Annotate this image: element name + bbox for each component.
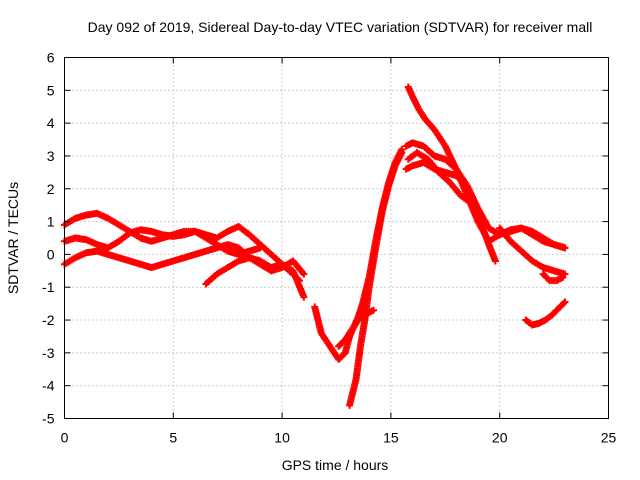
x-tick-label: 5 <box>169 430 177 446</box>
x-tick-label: 0 <box>61 430 69 446</box>
x-tick-label: 15 <box>383 430 399 446</box>
x-tick-label: 20 <box>492 430 508 446</box>
y-tick-label: -4 <box>42 378 55 394</box>
plot-frame <box>64 57 609 419</box>
data-point-fill <box>544 275 552 283</box>
data-point <box>300 270 308 278</box>
data-point <box>561 244 569 252</box>
data-point <box>491 257 499 265</box>
x-tick-label: 25 <box>601 430 617 446</box>
y-tick-label: -1 <box>42 279 55 295</box>
y-tick-label: 1 <box>47 214 55 230</box>
chart-title: Day 092 of 2019, Sidereal Day-to-day VTE… <box>88 19 593 35</box>
data-point <box>398 149 406 157</box>
y-tick-label: 0 <box>47 246 55 262</box>
y-tick-label: -5 <box>42 411 55 427</box>
y-tick-label: -3 <box>42 345 55 361</box>
axis-ticks: 0 5 10 15 20 25 -5 -4 -3 -2 -1 0 1 2 3 4 5 6 <box>42 50 616 446</box>
data-points <box>61 83 569 409</box>
x-tick-label: 10 <box>274 430 290 446</box>
data-point <box>256 244 264 252</box>
y-tick-label: 5 <box>47 82 55 98</box>
data-point <box>300 293 308 301</box>
data-point <box>369 306 377 314</box>
data-point <box>559 273 567 281</box>
data-point <box>561 298 569 306</box>
y-tick-label: 4 <box>47 115 55 131</box>
y-tick-label: 2 <box>47 181 55 197</box>
y-axis-label: SDTVAR / TECUs <box>5 182 21 294</box>
y-tick-label: 3 <box>47 148 55 164</box>
y-tick-label: 6 <box>47 50 55 66</box>
data-point <box>465 198 473 206</box>
y-tick-label: -2 <box>42 312 55 328</box>
data-point-fill <box>560 299 568 307</box>
x-axis-label: GPS time / hours <box>282 457 389 473</box>
